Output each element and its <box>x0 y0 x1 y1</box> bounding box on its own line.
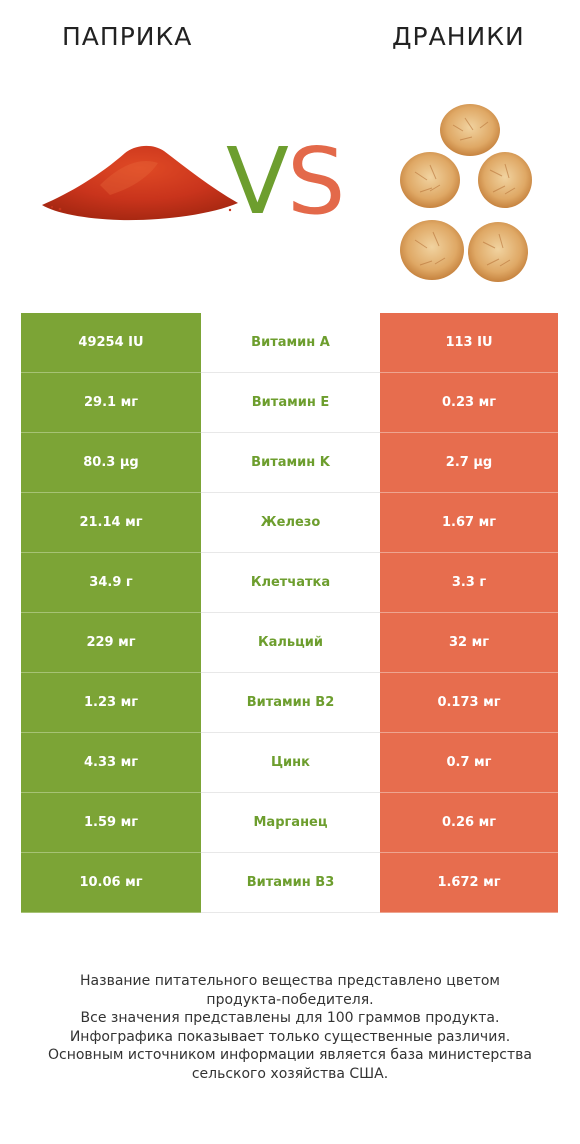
table-row: 29.1 мг Витамин E 0.23 мг <box>21 373 558 433</box>
left-value: 21.14 мг <box>21 493 201 553</box>
left-value: 10.06 мг <box>21 853 201 913</box>
table-row: 34.9 г Клетчатка 3.3 г <box>21 553 558 613</box>
right-value: 1.67 мг <box>380 493 558 553</box>
right-value: 113 IU <box>380 313 558 373</box>
comparison-table: 49254 IU Витамин A 113 IU 29.1 мг Витами… <box>21 313 558 913</box>
nutrient-name: Железо <box>201 493 380 552</box>
table-row: 4.33 мг Цинк 0.7 мг <box>21 733 558 793</box>
nutrient-name: Витамин A <box>201 313 380 372</box>
left-value: 49254 IU <box>21 313 201 373</box>
left-value: 1.23 мг <box>21 673 201 733</box>
left-value: 1.59 мг <box>21 793 201 853</box>
right-value: 2.7 µg <box>380 433 558 493</box>
left-value: 29.1 мг <box>21 373 201 433</box>
nutrient-name: Витамин K <box>201 433 380 492</box>
table-row: 1.23 мг Витамин B2 0.173 мг <box>21 673 558 733</box>
paprika-image <box>42 145 238 221</box>
footer-line: Инфографика показывает только существенн… <box>69 1028 511 1045</box>
vs-label: VS <box>226 136 345 228</box>
footer-line: Все значения представлены для 100 граммо… <box>80 1010 500 1026</box>
left-value: 229 мг <box>21 613 201 673</box>
draniki-image <box>400 104 532 282</box>
nutrient-name: Марганец <box>201 793 380 852</box>
right-value: 1.672 мг <box>380 853 558 913</box>
left-value: 4.33 мг <box>21 733 201 793</box>
left-value: 34.9 г <box>21 553 201 613</box>
footer-line: Название питательного вещества представл… <box>80 973 500 989</box>
right-value: 0.173 мг <box>380 673 558 733</box>
nutrient-name: Кальций <box>201 613 380 672</box>
footer-line: Основным источником информации является … <box>48 1047 532 1063</box>
right-value: 0.26 мг <box>380 793 558 853</box>
nutrient-name: Витамин E <box>201 373 380 432</box>
right-value: 0.7 мг <box>380 733 558 793</box>
footer-line: сельского хозяйства США. <box>191 1065 389 1082</box>
table-row: 10.06 мг Витамин B3 1.672 мг <box>21 853 558 913</box>
table-row: 49254 IU Витамин A 113 IU <box>21 313 558 373</box>
vs-v: V <box>226 128 289 235</box>
nutrient-name: Витамин B2 <box>201 673 380 732</box>
nutrient-name: Цинк <box>201 733 380 792</box>
left-value: 80.3 µg <box>21 433 201 493</box>
right-product-title: ДРАНИКИ <box>392 22 525 51</box>
vs-s: S <box>286 128 345 235</box>
right-value: 3.3 г <box>380 553 558 613</box>
right-value: 0.23 мг <box>380 373 558 433</box>
left-product-title: ПАПРИКА <box>62 22 193 51</box>
footer-line: продукта-победителя. <box>206 991 374 1008</box>
table-row: 21.14 мг Железо 1.67 мг <box>21 493 558 553</box>
right-value: 32 мг <box>380 613 558 673</box>
nutrient-name: Клетчатка <box>201 553 380 612</box>
nutrient-name: Витамин B3 <box>201 853 380 912</box>
table-row: 229 мг Кальций 32 мг <box>21 613 558 673</box>
table-row: 80.3 µg Витамин K 2.7 µg <box>21 433 558 493</box>
footer-notes: Название питательного вещества представл… <box>0 972 580 1083</box>
table-row: 1.59 мг Марганец 0.26 мг <box>21 793 558 853</box>
